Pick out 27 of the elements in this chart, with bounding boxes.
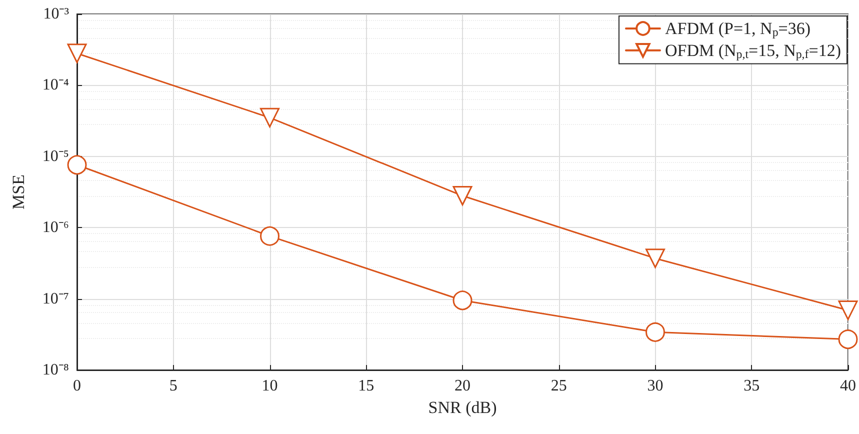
y-tick-label: 10⁻⁶ <box>42 219 69 236</box>
x-tick-label: 0 <box>73 378 81 394</box>
y-tick-label: 10⁻⁸ <box>42 362 69 378</box>
point <box>260 226 280 246</box>
point <box>67 155 87 175</box>
x-tick-label: 15 <box>358 378 374 394</box>
point <box>838 330 858 350</box>
y-tick-label: 10⁻⁴ <box>42 76 70 94</box>
y-tick-label: 10⁻⁷ <box>42 290 69 308</box>
point <box>838 300 858 320</box>
point <box>646 248 665 268</box>
x-tick-label: 25 <box>550 378 567 394</box>
y-axis-title: MSE <box>9 174 28 210</box>
x-tick-label: 5 <box>169 378 178 394</box>
point <box>452 186 472 206</box>
x-tick-label: 35 <box>744 378 760 394</box>
x-axis-title: SNR (dB) <box>428 398 497 417</box>
point <box>260 108 280 128</box>
x-tick-label: 20 <box>454 378 470 394</box>
point <box>452 290 472 310</box>
x-tick-label: 10 <box>262 378 278 394</box>
x-tick-label: 30 <box>647 378 664 394</box>
point <box>67 44 87 64</box>
y-tick-label: 10⁻³ <box>43 6 70 22</box>
point <box>646 322 665 342</box>
x-tick-label: 40 <box>840 378 856 394</box>
y-tick-label: 10⁻⁵ <box>42 148 69 165</box>
